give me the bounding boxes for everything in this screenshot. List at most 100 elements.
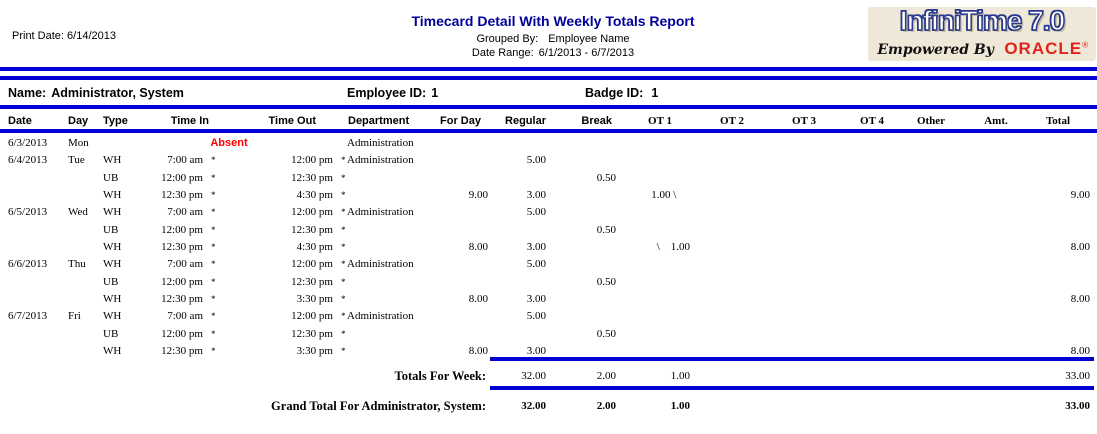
grand-total-row: Grand Total For Administrator, System: 3…	[0, 398, 1097, 415]
divider-double-top-1	[0, 67, 1097, 71]
cell-time-out: 3:30 pm	[296, 292, 333, 305]
cell-regular: 3.00	[526, 240, 546, 253]
table-row: UB 12:00 pm * 12:30 pm * 0.50	[0, 170, 1097, 187]
employee-id-label: Employee ID:	[347, 86, 427, 100]
column-header-date: Date	[8, 115, 32, 127]
table-row: 6/6/2013 Thu WH 7:00 am * 12:00 pm * Adm…	[0, 256, 1097, 273]
table-row: UB 12:00 pm * 12:30 pm * 0.50	[0, 274, 1097, 291]
cell-time-in: 12:00 pm	[161, 223, 203, 236]
grand-total-ot1: 1.00	[670, 400, 690, 412]
column-header-other: Other	[916, 115, 946, 127]
cell-day: Wed	[68, 206, 88, 219]
cell-break: 0.50	[596, 171, 616, 184]
table-row: WH 12:30 pm * 3:30 pm * 8.00 3.00 8.00	[0, 343, 1097, 360]
table-row: WH 12:30 pm * 4:30 pm * 9.00 3.00 1.00 \…	[0, 187, 1097, 204]
cell-department: Administration	[347, 258, 414, 271]
cell-time-in: 12:30 pm	[161, 344, 203, 357]
cell-type: UB	[103, 275, 119, 288]
column-header-type: Type	[103, 115, 128, 127]
cell-department: Administration	[347, 154, 414, 167]
column-header-time-in: Time In	[170, 115, 209, 127]
date-range-value: 6/1/2013 - 6/7/2013	[538, 47, 635, 59]
week-total-regular: 32.00	[521, 370, 546, 382]
week-totals-row: Totals For Week: 32.00 2.00 1.00 33.00	[0, 368, 1097, 385]
column-header-row: Date Day Type Time In Time Out Departmen…	[0, 113, 1097, 129]
cell-day: Mon	[68, 137, 89, 149]
cell-type: WH	[103, 188, 122, 201]
week-total-ot1: 1.00	[670, 370, 690, 382]
cell-time-in: 12:30 pm	[161, 240, 203, 253]
cell-type: WH	[103, 240, 122, 253]
cell-time-in-edit-mark: *	[211, 276, 216, 287]
cell-time-out: 12:00 pm	[291, 206, 333, 219]
cell-time-out: 12:30 pm	[291, 171, 333, 184]
timecard-rows: 6/3/2013 Mon Absent Administration 6/4/2…	[0, 135, 1097, 360]
cell-time-in: 12:00 pm	[161, 275, 203, 288]
grand-total-label: Grand Total For Administrator, System:	[271, 399, 486, 413]
table-row: UB 12:00 pm * 12:30 pm * 0.50	[0, 222, 1097, 239]
badge-id: Badge ID: 1	[585, 84, 658, 102]
logo-tagline-line: Empowered By ORACLE®	[877, 39, 1088, 59]
empowered-by-text: Empowered By	[877, 42, 994, 58]
cell-time-out: 12:00 pm	[291, 154, 333, 167]
cell-time-in: 12:30 pm	[161, 188, 203, 201]
cell-time-out-edit-mark: *	[341, 345, 346, 356]
cell-time-out: 12:00 pm	[291, 258, 333, 271]
cell-time-out-edit-mark: *	[341, 155, 346, 166]
cell-time-out: 12:30 pm	[291, 275, 333, 288]
column-header-ot4: OT 4	[860, 115, 884, 127]
badge-id-value: 1	[651, 86, 659, 100]
registered-mark: ®	[1082, 40, 1088, 50]
date-range-label: Date Range:	[471, 47, 534, 59]
cell-type: WH	[103, 292, 122, 305]
absent-flag: Absent	[210, 137, 248, 149]
column-header-ot3: OT 3	[792, 115, 816, 127]
cell-type: UB	[103, 223, 119, 236]
divider-week-totals-top	[490, 357, 1094, 361]
divider-under-employee	[0, 105, 1097, 109]
column-header-regular: Regular	[505, 115, 546, 127]
cell-time-out: 12:30 pm	[291, 223, 333, 236]
cell-total: 8.00	[1070, 344, 1090, 357]
cell-time-in: 7:00 am	[167, 258, 203, 271]
grand-total-regular: 32.00	[521, 400, 546, 412]
cell-time-out: 4:30 pm	[296, 240, 333, 253]
cell-time-in: 12:00 pm	[161, 327, 203, 340]
cell-total: 9.00	[1070, 188, 1090, 201]
cell-day: Fri	[68, 310, 81, 323]
cell-day: Thu	[68, 258, 86, 271]
cell-type: WH	[103, 154, 122, 167]
cell-date: 6/5/2013	[8, 206, 48, 219]
page-title: Timecard Detail With Weekly Totals Repor…	[411, 13, 695, 29]
table-row: 6/3/2013 Mon Absent Administration	[0, 135, 1097, 152]
column-header-break: Break	[581, 115, 612, 127]
title-block: Timecard Detail With Weekly Totals Repor…	[348, 13, 758, 31]
cell-time-in-edit-mark: *	[211, 172, 216, 183]
divider-week-totals-bottom	[490, 386, 1094, 390]
employee-id: Employee ID: 1	[347, 84, 438, 102]
cell-time-in-edit-mark: *	[211, 293, 216, 304]
cell-time-out-edit-mark: *	[341, 311, 346, 322]
cell-time-in-edit-mark: *	[211, 189, 216, 200]
table-row: 6/7/2013 Fri WH 7:00 am * 12:00 pm * Adm…	[0, 308, 1097, 325]
cell-time-out-edit-mark: *	[341, 189, 346, 200]
column-header-total: Total	[1045, 115, 1071, 127]
column-header-amt: Amt.	[984, 115, 1008, 127]
cell-department: Administration	[347, 310, 414, 323]
print-date-label: Print Date:	[12, 30, 64, 42]
cell-time-out: 12:00 pm	[291, 310, 333, 323]
cell-time-in: 7:00 am	[167, 206, 203, 219]
print-date: Print Date: 6/14/2013	[12, 30, 116, 42]
cell-time-in: 7:00 am	[167, 310, 203, 323]
cell-regular: 3.00	[526, 344, 546, 357]
cell-type: WH	[103, 310, 122, 323]
cell-type: WH	[103, 258, 122, 271]
cell-regular: 5.00	[526, 310, 546, 323]
cell-total: 8.00	[1070, 240, 1090, 253]
cell-date: 6/7/2013	[8, 310, 48, 323]
cell-time-in-edit-mark: *	[211, 259, 216, 270]
oracle-wordmark: ORACLE	[1004, 39, 1083, 58]
cell-break: 0.50	[596, 223, 616, 236]
cell-total: 8.00	[1070, 292, 1090, 305]
